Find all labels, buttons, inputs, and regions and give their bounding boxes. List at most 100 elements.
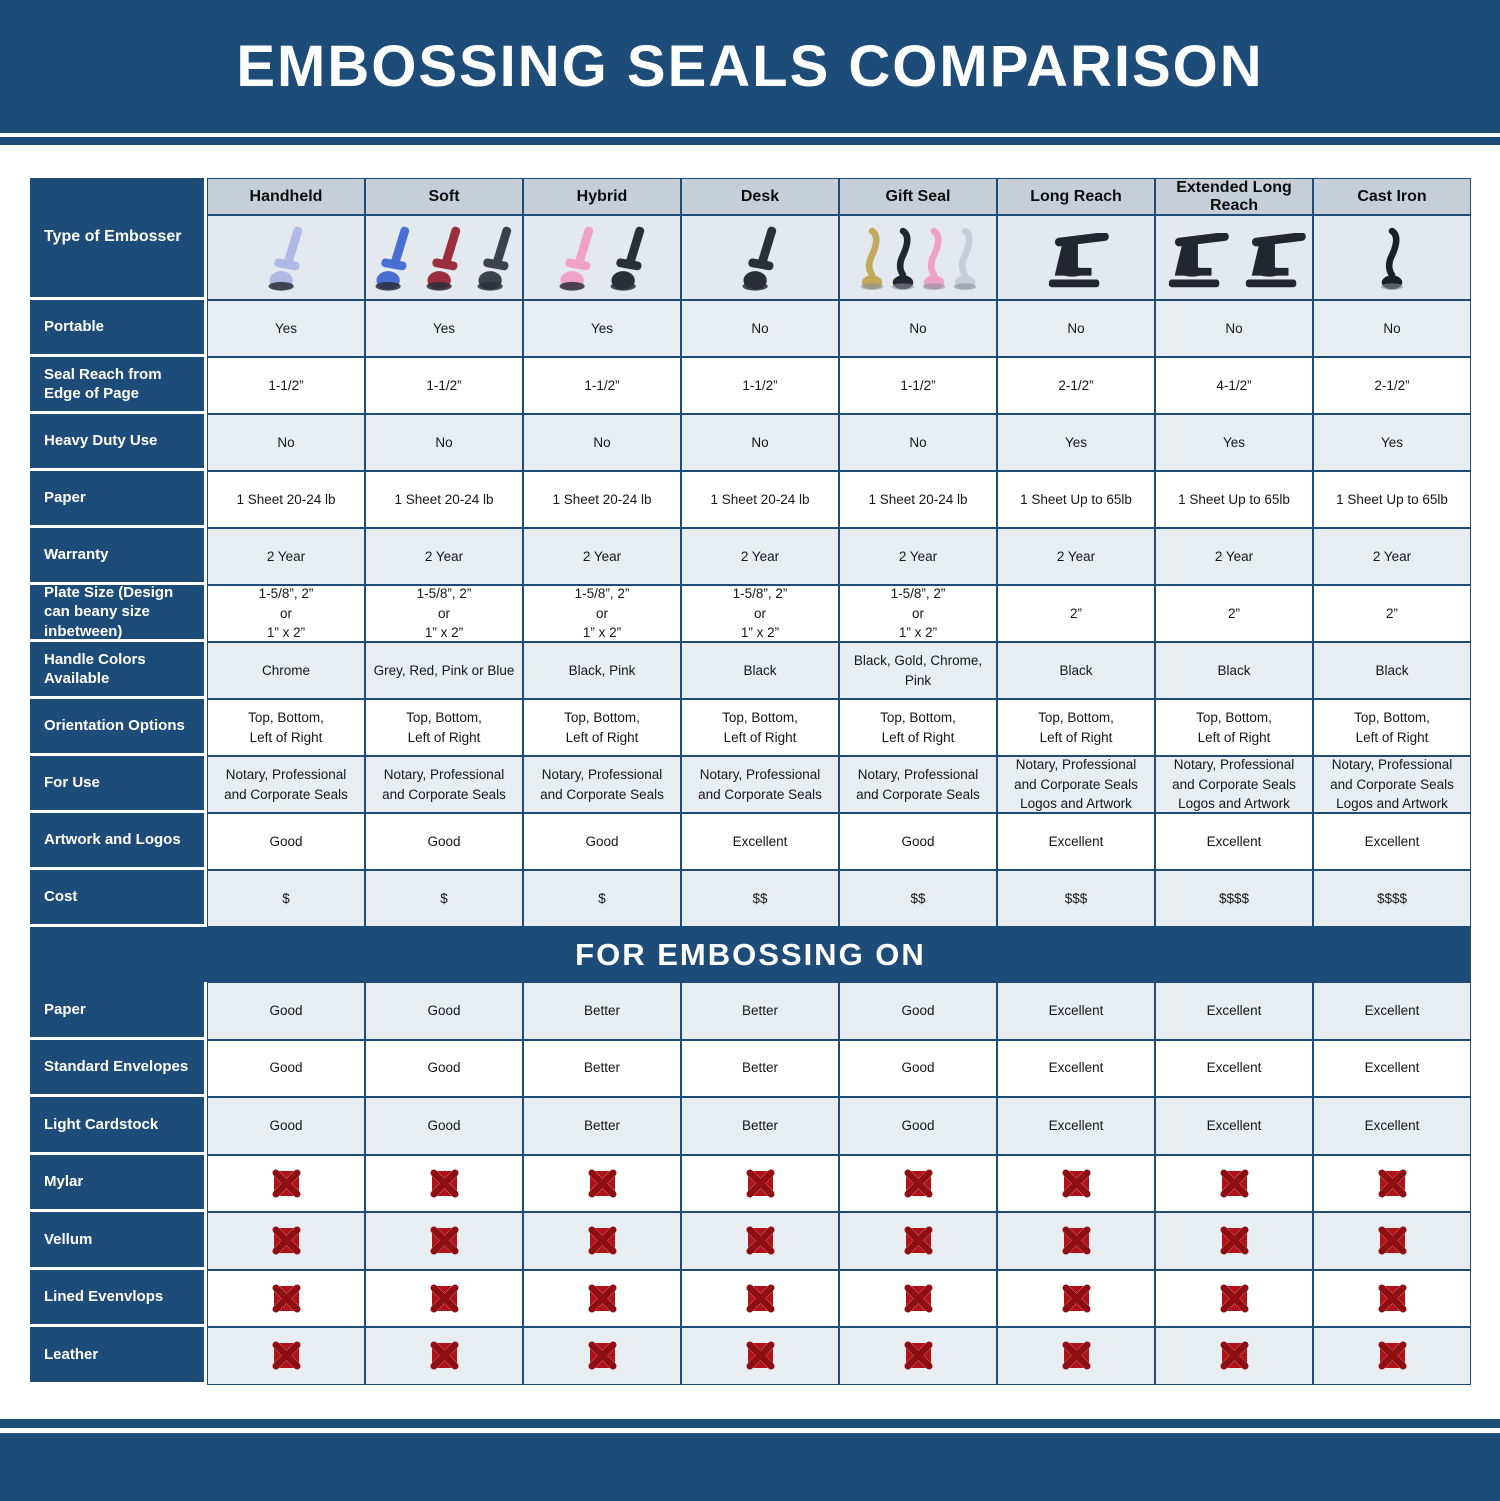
table-cell [1155,1327,1313,1385]
spec-row-label-heavy-duty-use: Heavy Duty Use [30,414,207,471]
table-cell: Yes [1313,414,1471,471]
table-cell [1313,1212,1471,1270]
table-cell [681,1327,839,1385]
table-cell: Black [997,642,1155,699]
not-suitable-x-icon [270,1167,303,1200]
spec-row-label-portable: Portable [30,300,207,357]
table-cell: Good [365,1039,523,1097]
table-cell: Good [365,982,523,1040]
spec-row-label-artwork-and-logos: Artwork and Logos [30,813,207,870]
table-cell [839,1154,997,1212]
not-suitable-x-icon [428,1167,461,1200]
table-cell [997,1154,1155,1212]
cast-iron-embosser-photo [1378,225,1406,295]
not-suitable-x-icon [902,1167,935,1200]
upright-embosser-icon [891,227,914,290]
spec-row-label-paper: Paper [30,471,207,528]
not-suitable-x-icon [744,1282,777,1315]
table-cell: Top, Bottom, Left of Right [1313,699,1471,756]
table-cell: Yes [207,300,365,357]
table-cell [365,1327,523,1385]
embossing-row-label-vellum: Vellum [30,1212,207,1270]
table-cell: Good [365,813,523,870]
table-cell: Top, Bottom, Left of Right [1155,699,1313,756]
table-cell: 2 Year [997,528,1155,585]
section-title-for-embossing-on: FOR EMBOSSING ON [30,927,1471,982]
table-cell: 1-1/2” [681,357,839,414]
not-suitable-x-icon [1376,1167,1409,1200]
table-cell: Yes [523,300,681,357]
table-cell: $ [365,870,523,927]
press-embosser-icon [1245,233,1306,288]
plier-embosser-icon [610,226,644,291]
table-cell: Good [207,1097,365,1155]
table-cell: Top, Bottom, Left of Right [523,699,681,756]
table-cell [997,1327,1155,1385]
soft-embosser-photo-cell [365,215,523,300]
table-cell: Good [839,813,997,870]
table-cell [365,1154,523,1212]
extended-long-reach-embosser-photo [1159,233,1310,295]
table-cell: Notary, Professional and Corporate Seals [207,756,365,813]
table-cell: Good [523,813,681,870]
table-cell: Black, Pink [523,642,681,699]
table-cell [839,1269,997,1327]
footer-accent-divider [0,1419,1500,1428]
table-cell: Black [1313,642,1471,699]
table-cell [523,1154,681,1212]
table-cell: Excellent [1155,982,1313,1040]
table-cell [365,1212,523,1270]
long-reach-embosser-photo [1038,233,1114,295]
table-cell: Grey, Red, Pink or Blue [365,642,523,699]
spec-row-label-plate-size-design-can-beany-size-inbetween: Plate Size (Design can beany size inbetw… [30,584,207,642]
table-cell: Top, Bottom, Left of Right [839,699,997,756]
gift-seal-embosser-photo-cell [839,215,997,300]
table-cell: Notary, Professional and Corporate Seals… [997,756,1155,813]
table-cell: Better [681,1039,839,1097]
plier-embosser-icon [375,226,410,291]
embossing-row-label-lined-evenvlops: Lined Evenvlops [30,1269,207,1327]
not-suitable-x-icon [744,1167,777,1200]
long-reach-embosser-photo-cell [997,215,1155,300]
table-cell: 2 Year [1313,528,1471,585]
table-cell: Better [681,982,839,1040]
table-cell: Chrome [207,642,365,699]
table-cell [681,1212,839,1270]
not-suitable-x-icon [270,1224,303,1257]
soft-embosser-photo [369,225,519,295]
page-title: EMBOSSING SEALS COMPARISON [236,34,1264,99]
not-suitable-x-icon [902,1224,935,1257]
column-header-soft: Soft [365,178,523,215]
table-cell: Notary, Professional and Corporate Seals [839,756,997,813]
column-header-hybrid: Hybrid [523,178,681,215]
table-cell: Yes [365,300,523,357]
table-cell: Good [207,813,365,870]
table-cell: Good [207,982,365,1040]
table-cell: Notary, Professional and Corporate Seals… [1313,756,1471,813]
table-cell: 1 Sheet 20-24 lb [365,471,523,528]
table-cell: Good [207,1039,365,1097]
table-cell: $$$$ [1313,870,1471,927]
upright-embosser-icon [860,227,883,290]
upright-embosser-icon [1380,227,1404,290]
table-cell: 1-5/8”, 2” or 1” x 2” [839,585,997,642]
not-suitable-x-icon [1376,1224,1409,1257]
table-cell: No [365,414,523,471]
table-cell: 1-1/2” [523,357,681,414]
not-suitable-x-icon [428,1339,461,1372]
table-cell [523,1327,681,1385]
table-cell [839,1327,997,1385]
not-suitable-x-icon [1060,1339,1093,1372]
desk-embosser-photo [736,225,784,295]
table-cell [207,1269,365,1327]
table-cell: Excellent [1313,982,1471,1040]
table-cell: 1 Sheet 20-24 lb [681,471,839,528]
table-cell [207,1212,365,1270]
embossing-row-label-standard-envelopes: Standard Envelopes [30,1039,207,1097]
table-cell: Better [523,1097,681,1155]
plier-embosser-icon [268,226,303,291]
cast-iron-embosser-photo-cell [1313,215,1471,300]
not-suitable-x-icon [586,1224,619,1257]
table-cell: 2-1/2” [1313,357,1471,414]
table-cell: No [681,300,839,357]
